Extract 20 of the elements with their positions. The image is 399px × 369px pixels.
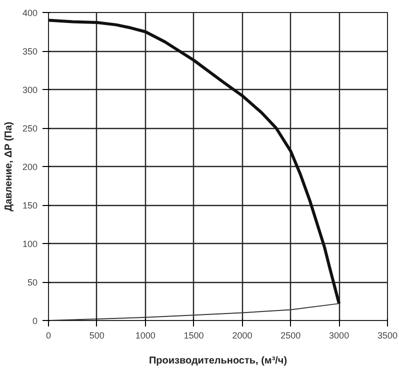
x-tick-label: 500 xyxy=(89,330,104,340)
x-tick-label: 2500 xyxy=(280,330,301,340)
y-tick-label: 400 xyxy=(22,8,38,18)
y-tick-label: 0 xyxy=(32,316,38,326)
x-tick-label: 1500 xyxy=(184,330,204,340)
x-tick-label: 0 xyxy=(46,330,52,340)
x-tick-label: 3000 xyxy=(329,330,350,340)
x-axis-title: Производительность, (м³/ч) xyxy=(148,356,288,366)
y-tick-label: 300 xyxy=(22,85,38,95)
x-tick-label: 3500 xyxy=(377,330,398,340)
x-tick-label: 1000 xyxy=(135,330,156,340)
y-tick-label: 150 xyxy=(22,200,38,210)
x-tick-label: 2000 xyxy=(232,330,252,340)
line-series xyxy=(48,18,341,306)
y-tick-label: 350 xyxy=(22,46,38,56)
y-tick-label: 200 xyxy=(22,162,38,172)
y-tick-label: 50 xyxy=(27,278,38,288)
y-tick-label: 250 xyxy=(22,124,38,134)
y-axis-title: Давление, ΔP (Па) xyxy=(3,122,14,212)
y-tick-label: 100 xyxy=(22,239,38,249)
